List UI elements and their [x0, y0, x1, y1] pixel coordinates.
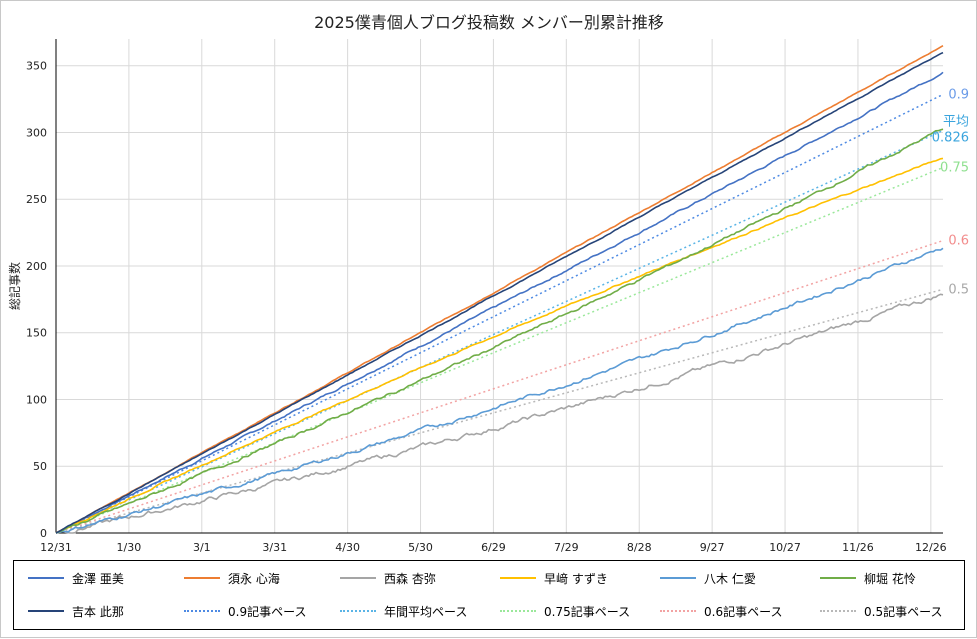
legend-swatch: [660, 610, 696, 612]
x-tick-label: 12/31: [40, 541, 72, 554]
legend-item: 須永 心海: [184, 570, 280, 586]
x-tick-label: 6/29: [481, 541, 506, 554]
legend-label: 早﨑 すずき: [544, 571, 608, 586]
legend-swatch: [28, 577, 64, 579]
legend-swatch: [28, 610, 64, 612]
legend-item: 0.5記事ペース: [820, 603, 943, 619]
pace-line-label: 平均: [943, 114, 969, 129]
pace-line-label: 0.5: [948, 282, 969, 297]
legend-label: 西森 杏弥: [384, 571, 436, 586]
x-tick-label: 1/30: [117, 541, 142, 554]
chart-legend: 金澤 亜美 須永 心海 西森 杏弥 早﨑 すずき 八木 仁愛 柳堀 花怜吉本 此那 0.9記…: [13, 560, 965, 630]
legend-item: 西森 杏弥: [340, 570, 436, 586]
legend-item: 金澤 亜美: [28, 570, 124, 586]
legend-swatch: [340, 577, 376, 579]
series-line: [55, 288, 944, 534]
x-tick-label: 4/30: [335, 541, 360, 554]
x-tick-label: 3/31: [262, 541, 287, 554]
y-tick-label: 350: [26, 60, 47, 73]
series-line: [55, 93, 944, 534]
series-line: [55, 239, 944, 534]
legend-item: 0.75記事ペース: [500, 603, 630, 619]
legend-label: 0.5記事ペース: [864, 604, 943, 619]
legend-label: 0.9記事ペース: [228, 604, 307, 619]
legend-swatch: [184, 610, 220, 612]
x-tick-label: 5/30: [408, 541, 433, 554]
legend-item: 年間平均ペース: [340, 603, 467, 619]
legend-item: 柳堀 花怜: [820, 570, 916, 586]
legend-label: 金澤 亜美: [72, 571, 124, 586]
legend-item: 0.6記事ペース: [660, 603, 783, 619]
legend-label: 須永 心海: [228, 571, 280, 586]
legend-item: 八木 仁愛: [660, 570, 756, 586]
pace-line-label: 0.6: [948, 234, 969, 249]
series-line: [55, 247, 944, 534]
legend-item: 吉本 此那: [28, 603, 124, 619]
x-tick-label: 3/1: [193, 541, 211, 554]
y-tick-label: 250: [26, 193, 47, 206]
x-tick-label: 9/27: [700, 541, 725, 554]
chart-title: 2025僕青個人ブログ投稿数 メンバー別累計推移: [314, 13, 664, 32]
series-line: [55, 45, 944, 534]
x-tick-label: 8/28: [627, 541, 652, 554]
x-tick-label: 10/27: [769, 541, 801, 554]
y-tick-label: 0: [40, 527, 47, 540]
legend-label: 年間平均ペース: [384, 604, 468, 619]
series-line: [55, 129, 944, 534]
x-tick-label: 11/26: [842, 541, 874, 554]
legend-label: 柳堀 花怜: [864, 571, 916, 586]
legend-swatch: [184, 577, 220, 579]
series-line: [55, 71, 944, 534]
pace-line-label: 0.9: [948, 87, 969, 102]
legend-swatch: [340, 610, 376, 612]
legend-label: 八木 仁愛: [704, 571, 756, 586]
legend-item: 0.9記事ペース: [184, 603, 307, 619]
y-tick-label: 300: [26, 126, 47, 139]
x-tick-label: 12/26: [915, 541, 947, 554]
series-line: [55, 128, 944, 534]
legend-swatch: [500, 610, 536, 612]
y-tick-label: 200: [26, 260, 47, 273]
legend-swatch: [820, 577, 856, 579]
series-line: [55, 157, 944, 534]
y-axis-label: 総記事数: [7, 262, 22, 310]
legend-label: 吉本 此那: [72, 604, 124, 619]
legend-swatch: [820, 610, 856, 612]
y-tick-label: 150: [26, 327, 47, 340]
y-tick-label: 100: [26, 393, 47, 406]
x-tick-label: 7/29: [554, 541, 579, 554]
legend-label: 0.75記事ペース: [544, 604, 631, 619]
series-line: [55, 51, 944, 534]
y-tick-label: 50: [33, 460, 47, 473]
legend-label: 0.6記事ペース: [704, 604, 783, 619]
legend-item: 早﨑 すずき: [500, 570, 608, 586]
pace-line-label: 0.75: [940, 161, 969, 176]
legend-swatch: [660, 577, 696, 579]
series-line: [55, 293, 944, 534]
pace-line-label: 0.826: [932, 130, 969, 145]
legend-swatch: [500, 577, 536, 579]
